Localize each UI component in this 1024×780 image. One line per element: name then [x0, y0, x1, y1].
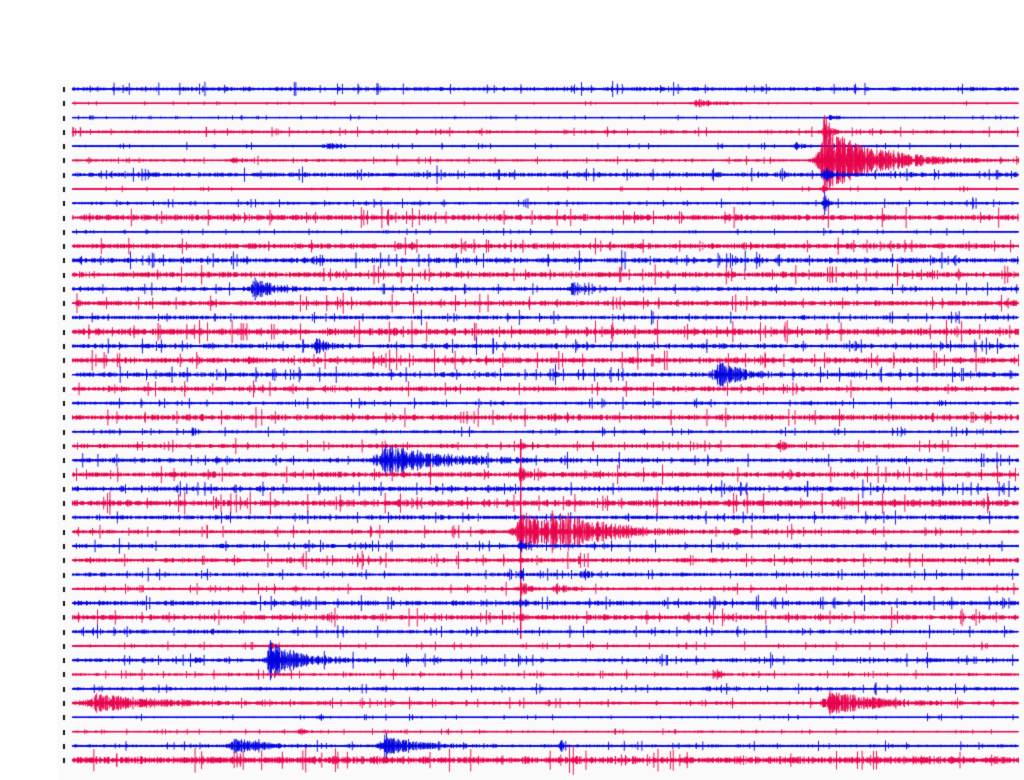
helicorder-plot: HT Nydri, Lefkada Applied filter: WWSSN-… [0, 0, 1024, 780]
seismic-trace-canvas [0, 0, 1024, 780]
